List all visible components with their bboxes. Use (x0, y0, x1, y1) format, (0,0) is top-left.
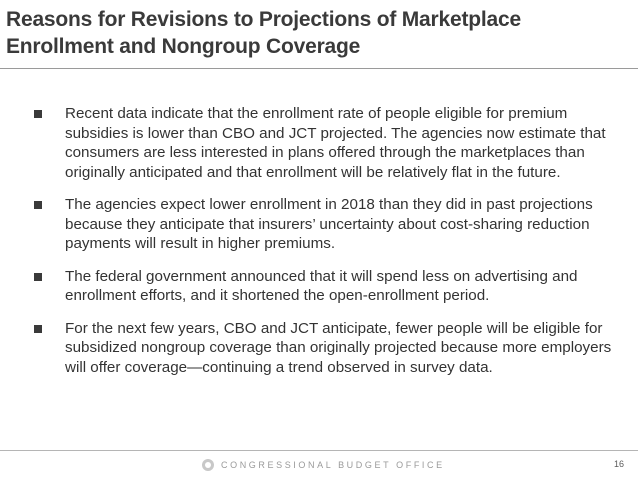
cbo-seal-icon (202, 459, 214, 471)
bullet-item: The federal government announced that it… (34, 267, 624, 306)
square-bullet-icon (34, 324, 42, 333)
square-bullet-icon (34, 110, 42, 118)
bullet-item: For the next few years, CBO and JCT anti… (34, 319, 624, 378)
bullet-text: For the next few years, CBO and JCT anti… (65, 319, 612, 376)
footer-divider (0, 450, 638, 451)
square-bullet-icon (34, 272, 42, 281)
bullet-text: Recent data indicate that the enrollment… (65, 105, 606, 181)
bullet-text: The federal government announced that it… (65, 267, 578, 305)
slide-footer: CONGRESSIONAL BUDGET OFFICE 16 (0, 455, 638, 477)
footer-organization: CONGRESSIONAL BUDGET OFFICE (221, 460, 445, 470)
bullet-item: The agencies expect lower enrollment in … (34, 195, 624, 254)
bullet-text: The agencies expect lower enrollment in … (65, 196, 593, 252)
bullet-item: Recent data indicate that the enrollment… (34, 104, 624, 182)
bullet-list: Recent data indicate that the enrollment… (34, 104, 624, 390)
slide-title: Reasons for Revisions to Projections of … (6, 8, 521, 58)
page-number: 16 (613, 459, 624, 469)
square-bullet-icon (34, 201, 42, 209)
title-divider (0, 68, 638, 69)
slide-header: Reasons for Revisions to Projections of … (0, 0, 638, 68)
